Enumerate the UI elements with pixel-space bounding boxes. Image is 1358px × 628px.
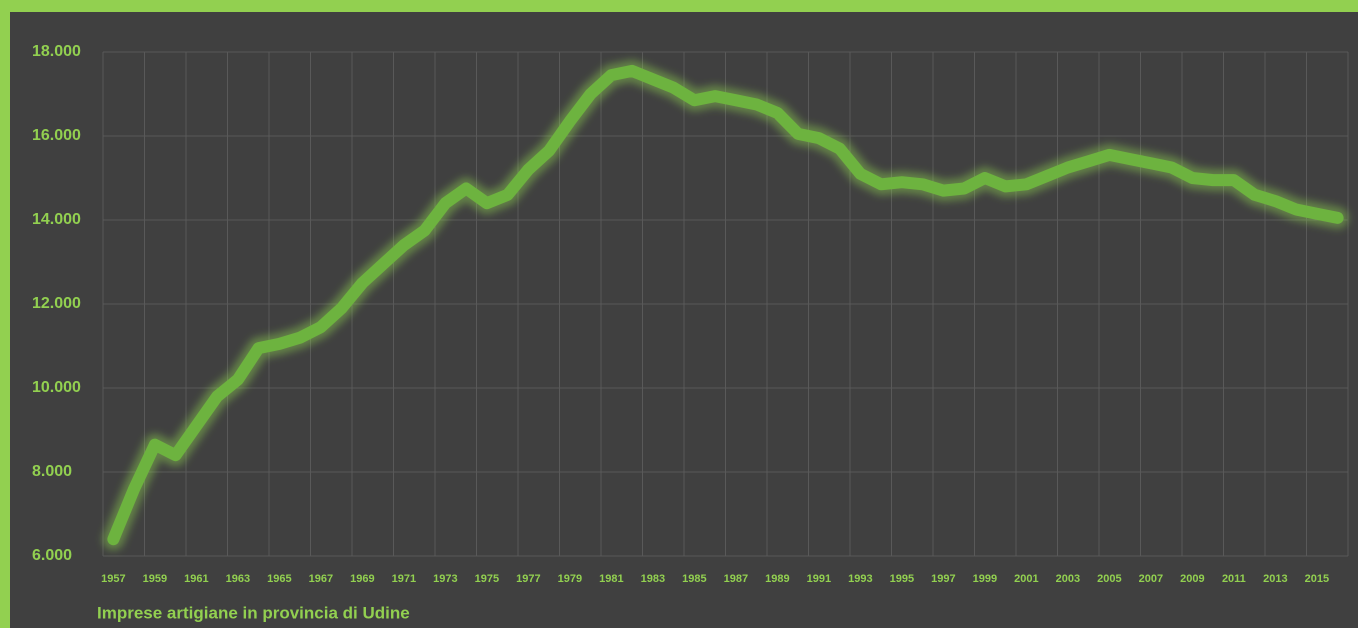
x-tick-label: 1963 [226, 573, 250, 585]
x-tick-label: 2005 [1097, 573, 1121, 585]
x-tick-label: 1991 [807, 573, 831, 585]
x-tick-label: 1979 [558, 573, 582, 585]
data-line [107, 64, 1344, 546]
x-tick-label: 1987 [724, 573, 748, 585]
x-tick-label: 1993 [848, 573, 872, 585]
x-tick-label: 1999 [973, 573, 997, 585]
x-tick-label: 2013 [1263, 573, 1287, 585]
y-tick-label: 6.000 [32, 547, 72, 564]
y-tick-label: 14.000 [32, 211, 81, 228]
x-tick-label: 2003 [1056, 573, 1080, 585]
chart-title: Imprese artigiane in provincia di Udine [97, 603, 410, 622]
x-tick-label: 2009 [1180, 573, 1204, 585]
x-tick-label: 1985 [682, 573, 706, 585]
x-tick-label: 1971 [392, 573, 416, 585]
y-tick-label: 10.000 [32, 379, 81, 396]
x-tick-label: 2001 [1014, 573, 1038, 585]
x-tick-label: 2015 [1305, 573, 1329, 585]
y-tick-label: 8.000 [32, 463, 72, 480]
x-tick-label: 1973 [433, 573, 457, 585]
x-tick-label: 1977 [516, 573, 540, 585]
x-tick-label: 1959 [143, 573, 167, 585]
x-tick-label: 1961 [184, 573, 208, 585]
x-tick-label: 1989 [765, 573, 789, 585]
x-tick-label: 1997 [931, 573, 955, 585]
x-tick-label: 1983 [641, 573, 665, 585]
y-tick-label: 16.000 [32, 127, 81, 144]
x-tick-label: 1965 [267, 573, 291, 585]
x-tick-label: 1981 [599, 573, 623, 585]
x-tick-label: 1995 [890, 573, 914, 585]
x-tick-label: 1975 [475, 573, 499, 585]
x-tick-label: 1967 [309, 573, 333, 585]
y-tick-label: 12.000 [32, 295, 81, 312]
x-tick-label: 2011 [1222, 573, 1246, 585]
x-tick-label: 2007 [1139, 573, 1163, 585]
x-tick-label: 1969 [350, 573, 374, 585]
x-tick-label: 1957 [101, 573, 125, 585]
y-tick-label: 18.000 [32, 43, 81, 60]
